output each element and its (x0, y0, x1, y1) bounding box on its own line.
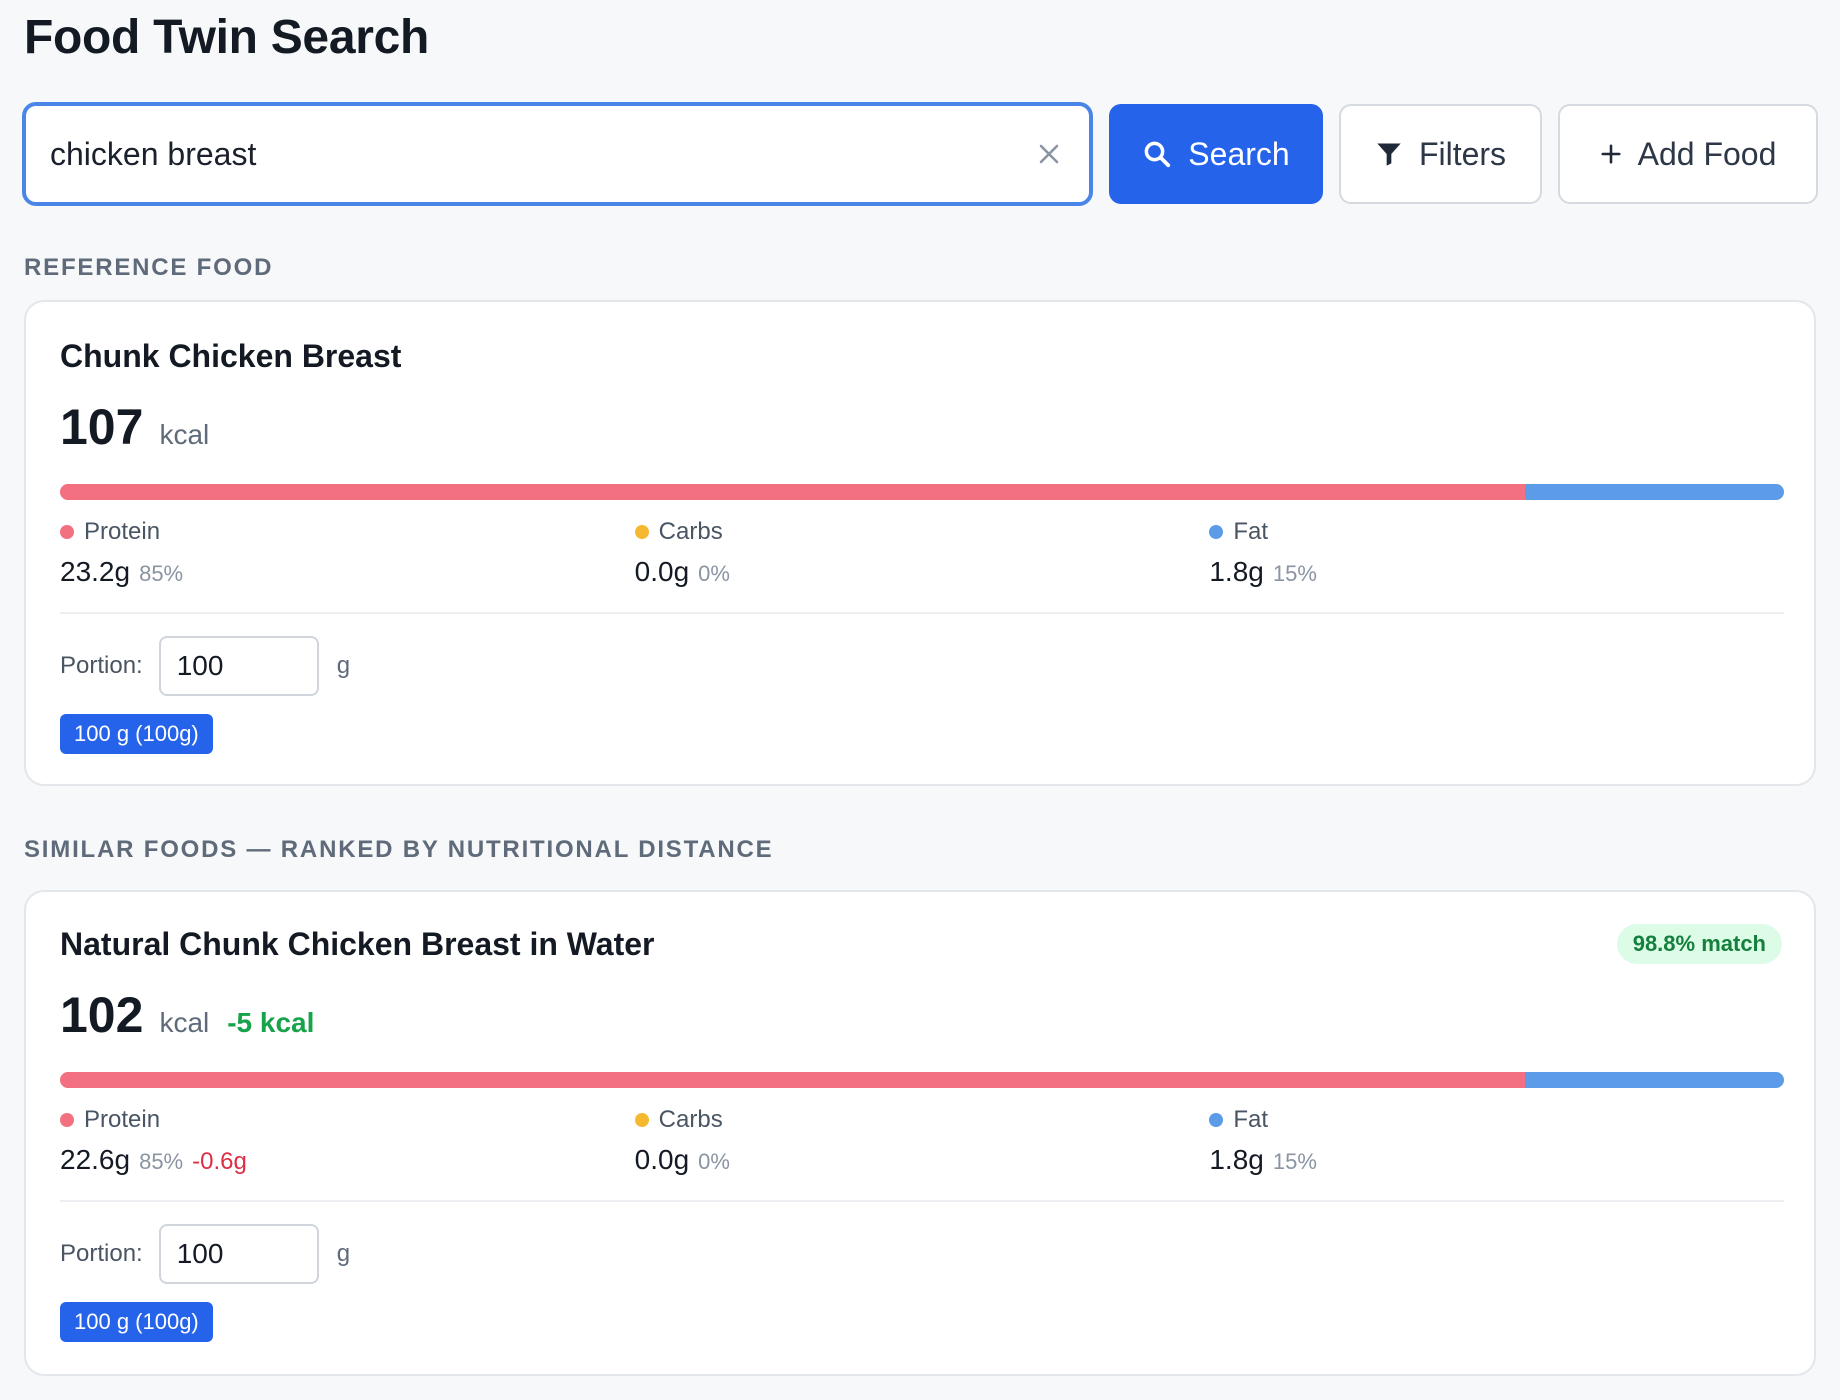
similar-food-card[interactable]: Natural Chunk Chicken Breast in Water 98… (24, 890, 1816, 1376)
serving-size-chip[interactable]: 100 g (100g) (60, 1302, 213, 1342)
macro-value: 23.2g (60, 556, 131, 587)
macro-value: 0.0g (634, 556, 690, 587)
protein-dot-icon (60, 1113, 74, 1127)
portion-label: Portion: (60, 652, 143, 679)
search-box[interactable] (22, 102, 1093, 206)
macro-difference: -0.6g (192, 1148, 247, 1175)
portion-input[interactable] (158, 1224, 319, 1284)
macro-value: 22.6g (60, 1144, 131, 1175)
macro-value: 0.0g (634, 1144, 690, 1175)
fat-dot-icon (1209, 525, 1224, 539)
macro-percent: 15% (1272, 1149, 1317, 1174)
card-divider (60, 612, 1784, 614)
macro-label: Fat (1233, 518, 1269, 545)
add-food-button-label: Add Food (1637, 135, 1777, 172)
macro-label: Carbs (658, 518, 723, 545)
macro-value: 1.8g (1209, 556, 1264, 587)
macro-percent: 0% (698, 561, 730, 586)
fat-segment (1525, 484, 1784, 500)
macro-percent: 15% (1272, 561, 1317, 586)
macro-percent: 85% (139, 561, 184, 586)
add-food-button[interactable]: Add Food (1558, 104, 1818, 204)
search-button-label: Search (1188, 135, 1290, 172)
filters-button-label: Filters (1418, 135, 1507, 172)
macro-breakdown: Protein 22.6g 85% -0.6g Carbs 0.0g 0% Fat 1… (60, 1106, 1784, 1176)
fat-dot-icon (1209, 1113, 1224, 1127)
reference-section-label: REFERENCE FOOD (24, 254, 274, 281)
macro-label: Fat (1233, 1106, 1269, 1133)
macro-breakdown: Protein 23.2g 85% Carbs 0.0g 0% Fat 1.8g 15… (60, 518, 1784, 588)
carbs-dot-icon (634, 525, 649, 539)
plus-icon (1601, 144, 1621, 164)
filters-button[interactable]: Filters (1339, 104, 1542, 204)
macro-protein: Protein 23.2g 85% (60, 518, 635, 588)
portion-label: Portion: (60, 1240, 143, 1267)
portion-unit: g (336, 1240, 351, 1267)
macro-fat: Fat 1.8g 15% (1209, 1106, 1784, 1176)
kcal-unit: kcal (159, 419, 210, 450)
macro-distribution-bar (60, 484, 1784, 500)
filter-icon (1377, 143, 1401, 166)
match-badge: 98.8% match (1616, 924, 1782, 964)
search-icon (1144, 141, 1171, 168)
reference-food-card: Chunk Chicken Breast 107 kcal Protein 23… (24, 300, 1816, 786)
portion-row: Portion: g (60, 636, 350, 696)
kcal-difference: -5 kcal (227, 1007, 315, 1038)
kcal-value: 102 (60, 987, 144, 1043)
protein-segment (60, 1072, 1526, 1088)
macro-label: Protein (84, 1106, 161, 1133)
search-input[interactable] (50, 135, 1035, 173)
macro-label: Carbs (658, 1106, 723, 1133)
kcal-value: 107 (60, 399, 144, 455)
similar-section-label: SIMILAR FOODS — RANKED BY NUTRITIONAL DI… (24, 836, 774, 863)
portion-row: Portion: g (60, 1224, 350, 1284)
kcal-unit: kcal (159, 1007, 210, 1038)
food-name: Natural Chunk Chicken Breast in Water (60, 926, 655, 962)
portion-input[interactable] (158, 636, 319, 696)
macro-protein: Protein 22.6g 85% -0.6g (60, 1106, 635, 1176)
macro-distribution-bar (60, 1072, 1784, 1088)
card-divider (60, 1200, 1784, 1202)
page-title: Food Twin Search (24, 11, 430, 64)
portion-unit: g (336, 652, 351, 679)
search-button[interactable]: Search (1109, 104, 1323, 204)
protein-segment (60, 484, 1526, 500)
calories-row: 102 kcal -5 kcal (60, 986, 314, 1044)
calories-row: 107 kcal (60, 398, 209, 456)
food-name: Chunk Chicken Breast (60, 338, 402, 374)
macro-value: 1.8g (1209, 1144, 1264, 1175)
protein-dot-icon (60, 525, 74, 539)
macro-percent: 0% (698, 1149, 730, 1174)
carbs-dot-icon (634, 1113, 649, 1127)
serving-size-chip[interactable]: 100 g (100g) (60, 714, 213, 754)
macro-percent: 85% (139, 1149, 184, 1174)
macro-label: Protein (84, 518, 161, 545)
macro-carbs: Carbs 0.0g 0% (634, 1106, 1210, 1176)
close-icon[interactable] (1035, 140, 1063, 168)
search-toolbar: Search Filters Add Food (22, 102, 1818, 206)
macro-carbs: Carbs 0.0g 0% (634, 518, 1210, 588)
macro-fat: Fat 1.8g 15% (1209, 518, 1784, 588)
fat-segment (1525, 1072, 1784, 1088)
